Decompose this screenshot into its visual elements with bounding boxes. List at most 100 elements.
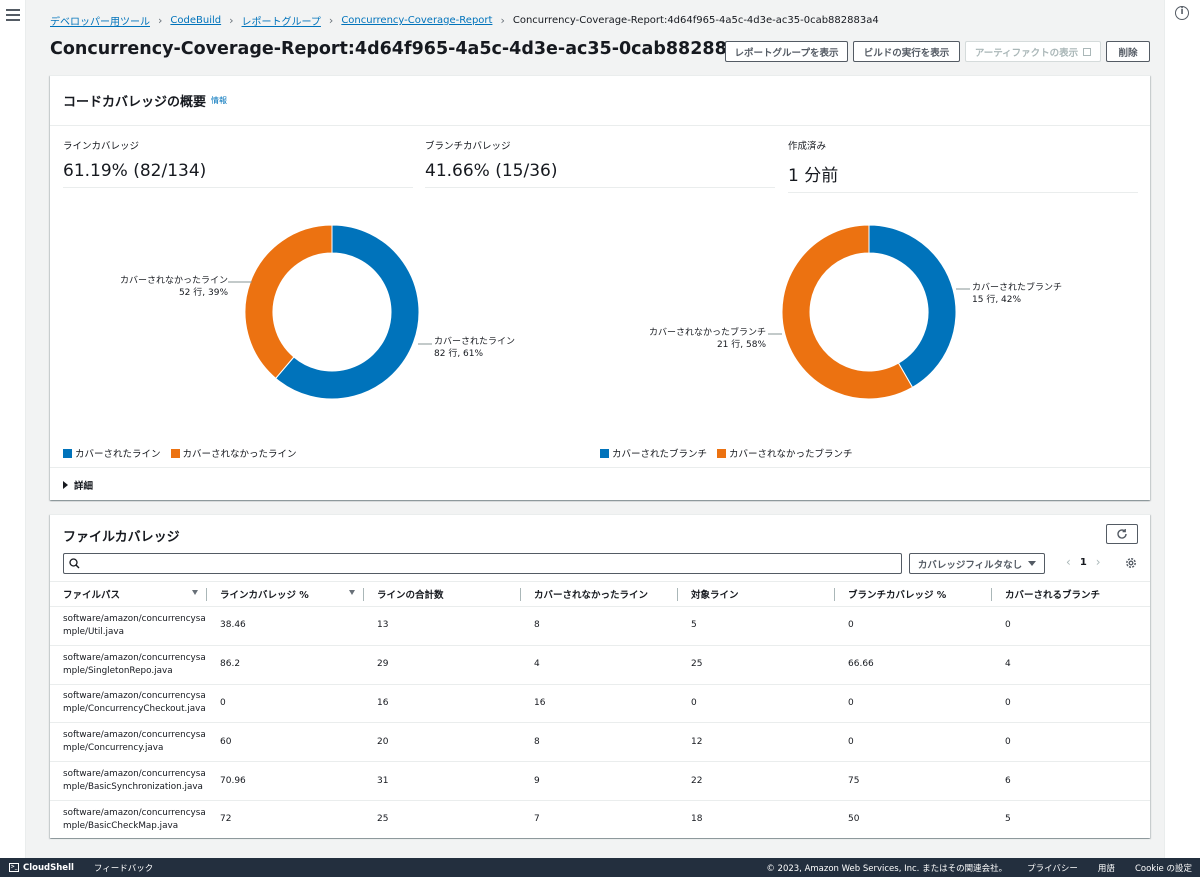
table-row: software/amazon/concurrencysa mple/BasicC… — [50, 800, 1150, 840]
left-nav-rail — [0, 0, 26, 858]
col-uncovered-lines[interactable]: カバーされなかったライン — [521, 581, 678, 607]
copyright-text: © 2023, Amazon Web Services, Inc. またはその関… — [766, 863, 1008, 874]
branch-coverage-label: ブランチカバレッジ — [425, 141, 511, 152]
cookie-settings-link[interactable]: Cookie の設定 — [1134, 863, 1192, 874]
uncovered-branches-value: 21 行, 58% — [716, 340, 766, 350]
donut-slice-covered[interactable] — [275, 224, 420, 400]
cell-covered-branches: 0 — [992, 684, 1150, 724]
donut-slice-covered[interactable] — [868, 224, 957, 389]
cell-branch-coverage: 0 — [835, 684, 992, 724]
refresh-icon — [1117, 529, 1127, 539]
uncovered-lines-value: 52 行, 39% — [178, 288, 228, 298]
table-row: software/amazon/concurrencysa mple/BasicS… — [50, 761, 1150, 801]
cell-covered-branches: 6 — [992, 761, 1150, 801]
legend-item-covered-branches[interactable]: カバーされたブランチ — [600, 446, 707, 460]
privacy-link[interactable]: プライバシー — [1027, 863, 1078, 874]
breadcrumb-report-groups[interactable]: レポートグループ — [241, 17, 321, 28]
table-row: software/amazon/concurrencysa mple/Concur… — [50, 684, 1150, 724]
cell-branch-coverage: 0 — [835, 606, 992, 646]
created-stat: 作成済み 1 分前 — [788, 138, 1138, 193]
coverage-filter-dropdown[interactable]: カバレッジフィルタなし — [909, 553, 1045, 574]
sort-icon — [349, 590, 355, 595]
chevron-right-icon: › — [500, 14, 505, 27]
file-path-line-1: software/amazon/concurrencysa — [63, 691, 206, 702]
console-footer: >_ CloudShell フィードバック © 2023, Amazon Web… — [0, 858, 1200, 877]
column-divider — [363, 588, 364, 601]
cell-file-path: software/amazon/concurrencysa mple/Util.j… — [50, 606, 207, 646]
page-number[interactable]: 1 — [1079, 556, 1087, 568]
col-total-lines[interactable]: ラインの合計数 — [364, 581, 521, 607]
created-label: 作成済み — [788, 141, 827, 152]
cell-covered-branches: 0 — [992, 722, 1150, 763]
legend-item-uncovered-lines[interactable]: カバーされなかったライン — [170, 446, 297, 460]
branch-coverage-stat: ブランチカバレッジ 41.66% (15/36) — [425, 138, 775, 188]
col-label: カバーされなかったライン — [534, 590, 649, 601]
info-link[interactable]: 情報 — [211, 96, 228, 105]
refresh-button[interactable] — [1106, 524, 1138, 544]
cell-branch-coverage: 50 — [835, 800, 992, 840]
cell-line-coverage: 70.96 — [207, 761, 364, 801]
file-path-line-2: mple/BasicCheckMap.java — [63, 820, 179, 831]
coverage-summary-panel: コードカバレッジの概要 情報 ラインカバレッジ 61.19% (82/134) … — [50, 75, 1150, 500]
cell-file-path: software/amazon/concurrencysa mple/Single… — [50, 645, 207, 685]
cell-file-path: software/amazon/concurrencysa mple/BasicS… — [50, 761, 207, 801]
col-target-lines[interactable]: 対象ライン — [678, 581, 835, 607]
file-path-line-2: mple/Concurrency.java — [63, 743, 164, 754]
col-file-path[interactable]: ファイルパス — [50, 581, 207, 607]
uncovered-branches-leader-line — [768, 333, 782, 335]
cell-covered-branches: 4 — [992, 645, 1150, 685]
info-icon[interactable]: i — [1175, 6, 1189, 20]
file-path-line-1: software/amazon/concurrencysa — [63, 613, 206, 624]
table-row: software/amazon/concurrencysa mple/Single… — [50, 645, 1150, 685]
cell-line-coverage: 86.2 — [207, 645, 364, 685]
col-branch-coverage[interactable]: ブランチカバレッジ % — [835, 581, 992, 607]
col-line-coverage[interactable]: ラインカバレッジ % — [207, 581, 364, 607]
view-artifacts-button[interactable]: アーティファクトの表示 — [965, 41, 1101, 62]
cell-uncovered-lines: 9 — [521, 761, 678, 801]
table-header-row: ファイルパス ラインカバレッジ % ラインの合計数 カバーされなかったライン 対… — [50, 581, 1150, 607]
legend-item-covered-lines[interactable]: カバーされたライン — [63, 446, 161, 460]
cloudshell-label: CloudShell — [23, 862, 74, 873]
cloudshell-button[interactable]: >_ CloudShell — [9, 863, 74, 873]
cell-line-coverage: 60 — [207, 722, 364, 763]
prev-page-icon[interactable]: ‹ — [1066, 555, 1071, 569]
details-expander[interactable]: 詳細 — [50, 467, 1150, 501]
delete-button[interactable]: 削除 — [1106, 41, 1150, 62]
chevron-right-icon: › — [328, 14, 334, 27]
menu-icon[interactable] — [6, 9, 20, 21]
covered-branches-callout: カバーされたブランチ 15 行, 42% — [972, 282, 1062, 306]
breadcrumb-developer-tools[interactable]: デベロッパー用ツール — [50, 17, 150, 28]
legend-swatch — [63, 448, 72, 458]
file-path-line-1: software/amazon/concurrencysa — [63, 652, 206, 663]
cell-total-lines: 20 — [364, 722, 521, 763]
legend-label: カバーされなかったライン — [182, 449, 297, 460]
cell-uncovered-lines: 16 — [521, 684, 678, 724]
pagination: ‹ 1 › — [1066, 555, 1101, 569]
cell-target-lines: 18 — [678, 800, 835, 840]
view-build-run-button[interactable]: ビルドの実行を表示 — [853, 41, 960, 62]
uncovered-lines-leader-line — [228, 281, 252, 283]
terms-link[interactable]: 用語 — [1097, 863, 1115, 874]
breadcrumb-report-group[interactable]: Concurrency-Coverage-Report — [341, 15, 493, 26]
line-coverage-value: 61.19% (82/134) — [63, 161, 413, 188]
donut-slice-uncovered[interactable] — [781, 224, 914, 400]
cell-covered-branches: 0 — [992, 606, 1150, 646]
branch-coverage-value: 41.66% (15/36) — [425, 161, 775, 188]
legend-item-uncovered-branches[interactable]: カバーされなかったブランチ — [717, 446, 853, 460]
col-label: ラインの合計数 — [377, 590, 444, 601]
breadcrumb-current: Concurrency-Coverage-Report:4d64f965-4a5… — [512, 15, 879, 26]
breadcrumb-codebuild[interactable]: CodeBuild — [170, 15, 222, 26]
next-page-icon[interactable]: › — [1095, 555, 1101, 569]
feedback-link[interactable]: フィードバック — [93, 863, 154, 874]
cell-line-coverage: 72 — [207, 800, 364, 840]
gear-icon[interactable] — [1124, 556, 1138, 570]
covered-branches-label: カバーされたブランチ — [972, 283, 1063, 293]
column-divider — [677, 588, 678, 601]
search-input[interactable] — [63, 553, 902, 574]
cell-total-lines: 16 — [364, 684, 521, 724]
view-report-group-button[interactable]: レポートグループを表示 — [725, 41, 848, 62]
legend-swatch — [600, 448, 609, 458]
cell-target-lines: 5 — [678, 606, 835, 646]
col-covered-branches[interactable]: カバーされるブランチ — [992, 581, 1150, 607]
donut-slice-uncovered[interactable] — [244, 224, 333, 380]
